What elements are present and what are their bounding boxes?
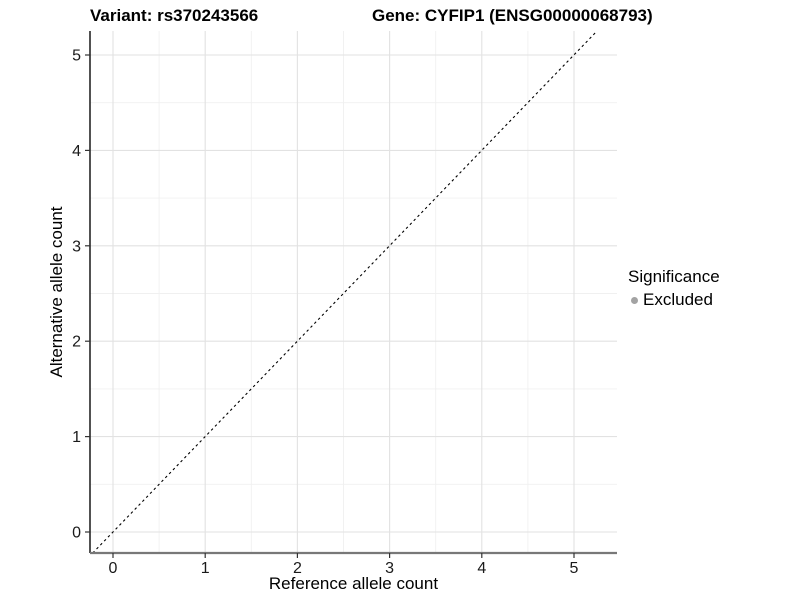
y-tick-label: 1 <box>72 429 81 446</box>
variant-title: Variant: rs370243566 <box>90 6 259 25</box>
y-tick-label: 4 <box>72 143 81 160</box>
y-tick-label: 2 <box>72 334 81 351</box>
legend-title: Significance <box>628 267 720 286</box>
x-tick-label: 3 <box>385 560 394 577</box>
legend: Significance Excluded <box>628 267 720 310</box>
x-tick-label: 4 <box>477 560 486 577</box>
x-axis-title: Reference allele count <box>268 574 439 593</box>
excluded-point-icon <box>631 296 638 304</box>
y-tick-label: 3 <box>72 238 81 255</box>
legend-item-excluded: Excluded <box>631 290 720 310</box>
x-tick-label: 1 <box>201 560 210 577</box>
x-tick-label: 0 <box>109 560 118 577</box>
y-tick-label: 5 <box>72 48 81 65</box>
x-tick-label: 2 <box>293 560 302 577</box>
x-tick-label: 5 <box>570 560 579 577</box>
legend-item-label: Excluded <box>643 290 713 309</box>
identity-reference-line <box>92 30 598 554</box>
y-axis-title: Alternative allele count <box>47 206 66 378</box>
gene-title: Gene: CYFIP1 (ENSG00000068793) <box>372 6 653 25</box>
y-tick-label: 0 <box>72 525 81 542</box>
